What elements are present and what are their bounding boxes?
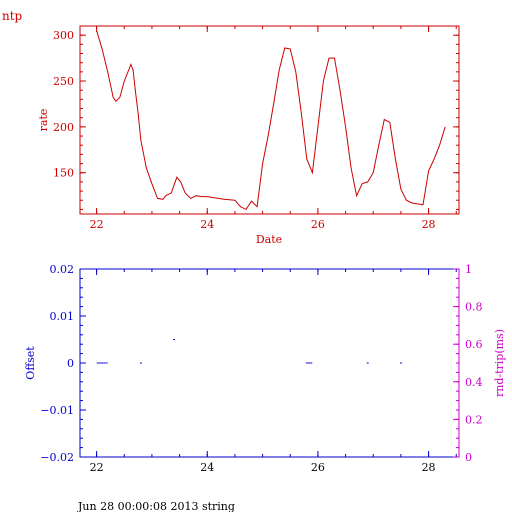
rtt-y-axis-label: rnd-trip(ms) xyxy=(493,329,506,397)
offset-series xyxy=(96,339,402,364)
rate-y-ticks: 150 200 250 300 xyxy=(53,29,459,210)
rtt-y-tick-label: 0.4 xyxy=(465,376,483,389)
rate-x-ticks: 22 24 26 28 xyxy=(90,26,457,231)
page-title: ntp xyxy=(2,9,23,23)
offset-point xyxy=(366,362,369,364)
offset-point xyxy=(308,362,311,364)
offset-point xyxy=(173,339,176,340)
offset-y-tick-label: 0 xyxy=(67,357,74,370)
offset-y-tick-label: −0.02 xyxy=(40,451,74,464)
rate-y-tick-label: 200 xyxy=(53,121,74,134)
offset-point xyxy=(98,362,101,364)
offset-point xyxy=(101,362,104,364)
offset-point xyxy=(96,362,99,364)
rtt-y-tick-label: 1 xyxy=(465,263,472,276)
rtt-y-tick-label: 0.2 xyxy=(465,413,483,426)
rate-y-tick-label: 150 xyxy=(53,167,74,180)
rate-x-tick-label: 28 xyxy=(422,218,436,231)
offset-y-tick-label: 0.01 xyxy=(50,310,75,323)
offset-x-ticks: 22 24 26 28 xyxy=(90,269,457,474)
footer-timestamp: Jun 28 00:00:08 2013 string xyxy=(77,500,235,512)
offset-point xyxy=(310,362,313,364)
rtt-y-tick-label: 0 xyxy=(465,451,472,464)
offset-y-tick-label: 0.02 xyxy=(50,263,75,276)
rtt-y-ticks: 0 0.2 0.4 0.6 0.8 1 xyxy=(453,263,483,464)
offset-x-tick-label: 26 xyxy=(311,461,325,474)
rate-chart: 150 200 250 300 22 24 26 28 Date rate xyxy=(37,25,460,246)
offset-point xyxy=(103,362,106,364)
rate-y-axis-label: rate xyxy=(37,109,50,132)
rate-x-tick-label: 24 xyxy=(200,218,214,231)
offset-x-tick-label: 28 xyxy=(422,461,436,474)
rate-chart-frame xyxy=(79,25,460,215)
rate-y-tick-label: 250 xyxy=(53,75,74,88)
rate-y-tick-label: 300 xyxy=(53,29,74,42)
offset-y-ticks: −0.02 −0.01 0 0.01 0.02 xyxy=(40,263,86,464)
rtt-y-tick-label: 0.8 xyxy=(465,301,483,314)
offset-y-axis-label: Offset xyxy=(24,346,37,380)
offset-point xyxy=(399,362,402,364)
offset-point xyxy=(305,362,308,364)
offset-chart-frame xyxy=(79,268,460,458)
offset-point xyxy=(105,362,108,364)
rate-x-axis-label: Date xyxy=(256,233,282,246)
rate-series-line xyxy=(96,30,446,211)
rtt-y-tick-label: 0.6 xyxy=(465,338,483,351)
rate-x-tick-label: 22 xyxy=(90,218,104,231)
offset-x-tick-label: 24 xyxy=(200,461,214,474)
offset-point xyxy=(139,362,142,364)
rate-x-tick-label: 26 xyxy=(311,218,325,231)
offset-y-tick-label: −0.01 xyxy=(40,404,74,417)
offset-x-tick-label: 22 xyxy=(90,461,104,474)
